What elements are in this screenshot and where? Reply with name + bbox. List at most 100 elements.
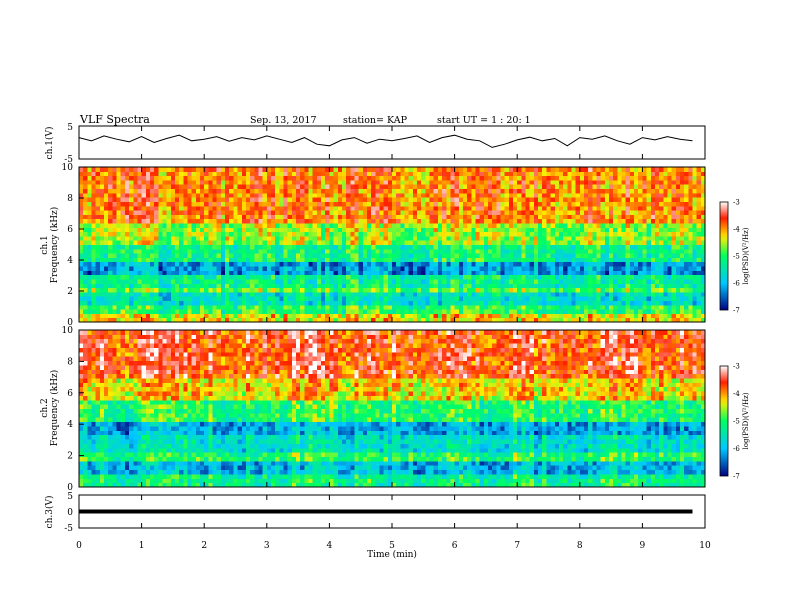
spectrogram-cell bbox=[617, 278, 623, 284]
spectrogram-cell bbox=[454, 283, 460, 289]
spectrogram-cell bbox=[300, 270, 305, 276]
spectrogram-cell bbox=[183, 197, 188, 202]
spectrogram-cell bbox=[542, 201, 547, 207]
spectrogram-cell bbox=[174, 261, 180, 267]
spectrogram-cell bbox=[99, 188, 105, 194]
spectrogram-cell bbox=[283, 192, 289, 198]
spectrogram-cell bbox=[600, 179, 606, 185]
spectrogram-cell bbox=[87, 175, 93, 181]
spectrogram-cell bbox=[154, 175, 159, 181]
figure-title: VLF Spectra bbox=[79, 113, 150, 126]
spectrogram-cell bbox=[187, 244, 193, 250]
spectrogram-cell bbox=[600, 201, 606, 207]
spectrogram-cell bbox=[87, 270, 93, 276]
spectrogram-cell bbox=[529, 261, 535, 267]
spectrogram-cell bbox=[433, 240, 439, 245]
spectrogram-cell bbox=[379, 253, 385, 258]
spectrogram-cell bbox=[233, 184, 239, 190]
spectrogram-cell bbox=[133, 218, 138, 224]
spectrogram-cell bbox=[563, 309, 568, 314]
spectrogram-cell bbox=[312, 270, 318, 276]
spectrogram-cell bbox=[254, 205, 259, 211]
spectrogram-cell bbox=[300, 304, 305, 310]
spectrogram-cell bbox=[195, 296, 201, 301]
spectrogram-cell bbox=[546, 274, 552, 280]
spectrogram-cell bbox=[316, 291, 322, 297]
spectrogram-cell bbox=[279, 291, 284, 297]
spectrogram-cell bbox=[483, 304, 489, 310]
spectrogram-cell bbox=[625, 222, 631, 228]
spectrogram-cell bbox=[642, 179, 648, 185]
spectrogram-cell bbox=[91, 231, 97, 237]
spectrogram-cell bbox=[304, 291, 310, 297]
spectrogram-cell bbox=[617, 283, 623, 289]
spectrogram-cell bbox=[216, 296, 222, 301]
spectrogram-cell bbox=[79, 283, 84, 289]
spectrogram-cell bbox=[120, 210, 126, 215]
spectrogram-cell bbox=[291, 257, 297, 263]
spectrogram-cell bbox=[500, 291, 506, 297]
spectrogram-cell bbox=[229, 227, 234, 233]
spectrogram-cell bbox=[321, 253, 326, 258]
spectrogram-cell bbox=[550, 188, 556, 194]
spectrogram-cell bbox=[625, 274, 631, 280]
spectrogram-cell bbox=[179, 235, 184, 241]
spectrogram-cell bbox=[149, 283, 155, 289]
spectrogram-cell bbox=[446, 231, 451, 237]
spectrogram-cell bbox=[446, 222, 451, 228]
spectrogram-cell bbox=[225, 244, 230, 250]
spectrogram-cell bbox=[191, 317, 197, 323]
spectrogram-cell bbox=[174, 192, 180, 198]
spectrogram-cell bbox=[404, 201, 410, 207]
spectrogram-cell bbox=[162, 278, 168, 284]
spectrogram-cell bbox=[467, 222, 472, 228]
spectrogram-cell bbox=[275, 175, 280, 181]
spectrogram-cell bbox=[500, 304, 506, 310]
spectrogram-cell bbox=[404, 296, 410, 301]
spectrogram-cell bbox=[479, 167, 485, 172]
spectrogram-cell bbox=[366, 231, 372, 237]
spectrogram-cell bbox=[87, 192, 93, 198]
spectrogram-cell bbox=[554, 210, 560, 215]
spectrogram-cell bbox=[337, 283, 343, 289]
spectrogram-cell bbox=[145, 192, 151, 198]
spectrogram-cell bbox=[258, 244, 264, 250]
spectrogram-cell bbox=[617, 261, 623, 267]
spectrogram-cell bbox=[270, 175, 276, 181]
spectrogram-cell bbox=[95, 171, 101, 177]
spectrogram-cell bbox=[542, 218, 547, 224]
spectrogram-cell bbox=[487, 266, 493, 271]
spectrogram-cell bbox=[262, 309, 268, 314]
spectrogram-cell bbox=[112, 261, 118, 267]
spectrogram-cell bbox=[625, 214, 631, 220]
spectrogram-cell bbox=[321, 167, 326, 172]
spectrogram-cell bbox=[99, 248, 105, 254]
spectrogram-cell bbox=[191, 287, 197, 293]
spectrogram-cell bbox=[425, 309, 431, 314]
spectrogram-cell bbox=[275, 283, 280, 289]
spectrogram-cell bbox=[237, 197, 243, 202]
spectrogram-cell bbox=[417, 283, 422, 289]
spectrogram-cell bbox=[208, 253, 214, 258]
spectrogram-cell bbox=[166, 300, 172, 306]
spectrogram-cell bbox=[638, 309, 643, 314]
spectrogram-cell bbox=[542, 214, 547, 220]
spectrogram-cell bbox=[521, 304, 527, 310]
spectrogram-cell bbox=[542, 171, 547, 177]
spectrogram-cell bbox=[183, 201, 188, 207]
spectrogram-cell bbox=[220, 304, 226, 310]
spectrogram-cell bbox=[275, 304, 280, 310]
spectrogram-cell bbox=[571, 291, 577, 297]
spectrogram-cell bbox=[362, 296, 368, 301]
spectrogram-cell bbox=[225, 317, 230, 323]
spectrogram-cell bbox=[387, 235, 393, 241]
spectrogram-cell bbox=[600, 283, 606, 289]
spectrogram-cell bbox=[546, 218, 552, 224]
spectrogram-cell bbox=[650, 218, 656, 224]
spectrogram-cell bbox=[108, 266, 113, 271]
spectrogram-cell bbox=[629, 192, 635, 198]
spectrogram-cell bbox=[129, 184, 134, 190]
spectrogram-cell bbox=[133, 287, 138, 293]
spectrogram-cell bbox=[91, 184, 97, 190]
spectrogram-cell bbox=[571, 300, 577, 306]
